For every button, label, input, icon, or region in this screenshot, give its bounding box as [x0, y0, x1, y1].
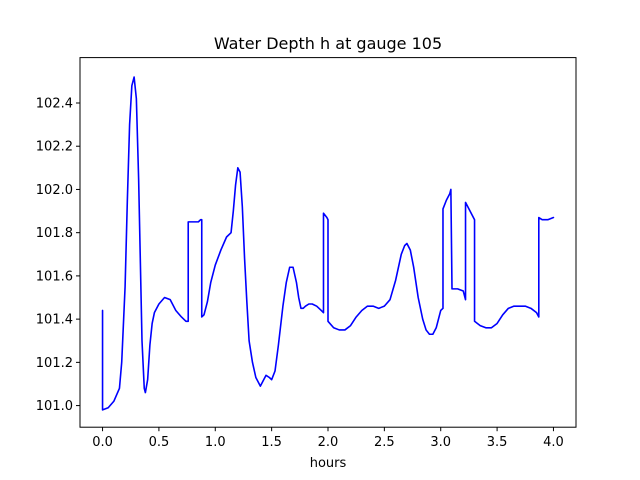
x-tick-label: 3.0 — [430, 435, 451, 450]
x-tick-label: 4.0 — [543, 435, 564, 450]
x-tick-label: 3.5 — [487, 435, 508, 450]
x-tick-label: 0.0 — [92, 435, 113, 450]
y-tick-label: 101.4 — [36, 313, 73, 328]
x-tick-label: 1.5 — [261, 435, 282, 450]
chart-title: Water Depth h at gauge 105 — [214, 34, 442, 53]
y-tick-label: 101.8 — [36, 226, 73, 241]
y-tick-label: 101.0 — [36, 399, 73, 414]
y-tick-label: 101.2 — [36, 356, 73, 371]
plot-area — [101, 76, 555, 411]
x-tick-label: 2.0 — [318, 435, 339, 450]
x-tick-label: 1.0 — [205, 435, 226, 450]
series-line-water-depth — [101, 76, 555, 411]
x-tick-label: 2.5 — [374, 435, 395, 450]
x-axis-label: hours — [310, 456, 347, 471]
x-tick-label: 0.5 — [149, 435, 170, 450]
plot-frame — [79, 57, 577, 428]
y-tick-label: 102.4 — [36, 96, 73, 111]
y-tick-label: 102.0 — [36, 183, 73, 198]
axis-ticks: 0.0 0.5 1.0 1.5 2.0 2.5 3.0 3.5 4.0 101.0 101.2 101… — [36, 96, 564, 450]
y-tick-label: 101.6 — [36, 269, 73, 284]
y-tick-label: 102.2 — [36, 140, 73, 155]
